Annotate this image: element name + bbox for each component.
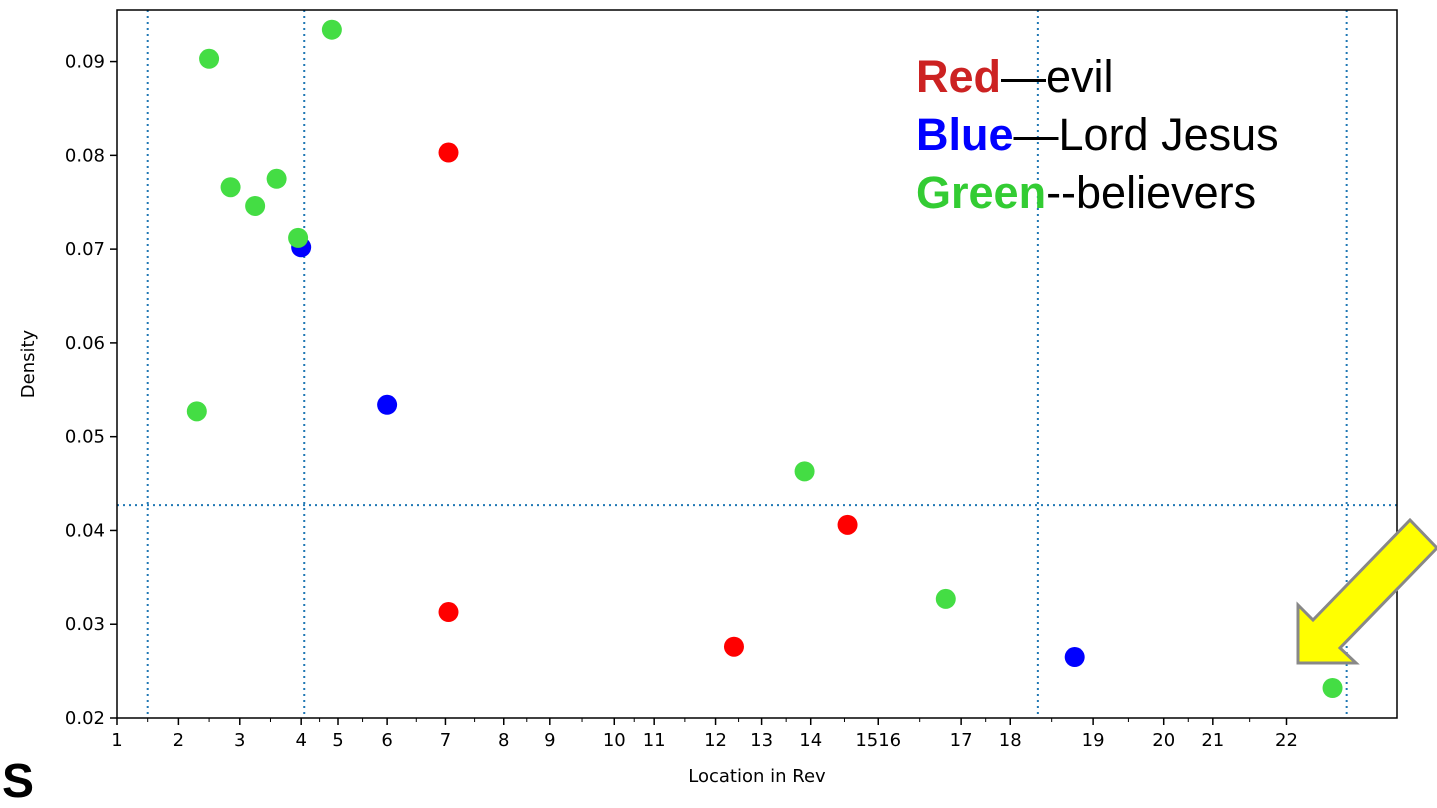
y-tick-label: 0.09 bbox=[65, 52, 105, 73]
x-tick-label: 1 bbox=[111, 730, 122, 751]
x-axis-label: Location in Rev bbox=[688, 766, 826, 787]
data-point-lord-jesus bbox=[377, 394, 398, 415]
y-tick-label: 0.05 bbox=[65, 427, 105, 448]
legend-word-green: Green bbox=[916, 167, 1047, 218]
y-axis-label: Density bbox=[18, 329, 39, 398]
plot-content bbox=[117, 10, 1397, 718]
x-tick-label: 4 bbox=[295, 730, 306, 751]
x-tick-label: 19 bbox=[1082, 730, 1105, 751]
data-point-evil bbox=[438, 602, 459, 623]
highlight-arrow bbox=[1296, 517, 1437, 665]
x-tick-label: 10 bbox=[603, 730, 626, 751]
data-point-evil bbox=[837, 514, 858, 535]
x-tick-label: 2 bbox=[173, 730, 184, 751]
x-tick-label: 9 bbox=[544, 730, 555, 751]
x-tick-label: 12 bbox=[704, 730, 727, 751]
y-tick-label: 0.02 bbox=[65, 708, 105, 729]
y-tick-label: 0.06 bbox=[65, 333, 105, 354]
data-point-believers bbox=[288, 227, 309, 248]
x-tick-label: 11 bbox=[643, 730, 666, 751]
legend-text-blue: —Lord Jesus bbox=[1013, 109, 1279, 160]
x-tick-label: 17 bbox=[950, 730, 973, 751]
data-point-believers bbox=[321, 19, 342, 40]
x-tick-label: 8 bbox=[498, 730, 509, 751]
data-point-believers bbox=[794, 461, 815, 482]
data-point-believers bbox=[1322, 677, 1343, 698]
x-tick-label: 1516 bbox=[855, 730, 901, 751]
y-tick-label: 0.04 bbox=[65, 520, 105, 541]
data-point-believers bbox=[245, 195, 266, 216]
x-tick-label: 22 bbox=[1275, 730, 1298, 751]
data-point-evil bbox=[438, 142, 459, 163]
scatter-chart: 1 2 3 4 5 6 7 8 9 10 11 12 13 14 1516 17 18 19 20 21 22 0.02… bbox=[18, 9, 1437, 787]
y-tick-label: 0.07 bbox=[65, 239, 105, 260]
legend-row-blue: Blue—Lord Jesus bbox=[916, 106, 1279, 164]
legend-row-green: Green--believers bbox=[916, 164, 1279, 222]
data-point-evil bbox=[723, 636, 744, 657]
data-point-believers bbox=[186, 401, 207, 422]
data-point-believers bbox=[199, 48, 220, 69]
x-tick-label: 5 bbox=[332, 730, 343, 751]
legend-word-blue: Blue bbox=[916, 109, 1014, 160]
x-tick-label: 20 bbox=[1152, 730, 1175, 751]
x-tick-label: 7 bbox=[440, 730, 451, 751]
x-tick-label: 13 bbox=[750, 730, 773, 751]
data-point-believers bbox=[935, 588, 956, 609]
data-point-believers bbox=[220, 177, 241, 198]
plot-frame bbox=[116, 9, 1398, 719]
x-tick-label: 3 bbox=[234, 730, 245, 751]
x-tick-label: 18 bbox=[999, 730, 1022, 751]
legend-text-green: --believers bbox=[1046, 167, 1257, 218]
y-tick-label: 0.08 bbox=[65, 145, 105, 166]
color-legend: Red—evil Blue—Lord Jesus Green--believer… bbox=[916, 48, 1279, 222]
legend-word-red: Red bbox=[916, 51, 1002, 102]
x-axis-ticks: 1 2 3 4 5 6 7 8 9 10 11 12 13 14 1516 17 18 19 20 21 22 bbox=[111, 718, 1298, 751]
x-tick-label: 14 bbox=[799, 730, 822, 751]
y-tick-label: 0.03 bbox=[65, 614, 105, 635]
legend-row-red: Red—evil bbox=[916, 48, 1279, 106]
y-axis-ticks: 0.02 0.03 0.04 0.05 0.06 0.07 0.08 0.09 bbox=[65, 52, 117, 729]
cropped-corner-text: S bbox=[2, 755, 35, 808]
data-point-believers bbox=[266, 168, 287, 189]
legend-text-red: —evil bbox=[1001, 51, 1114, 102]
data-point-lord-jesus bbox=[1064, 647, 1085, 668]
x-tick-label: 21 bbox=[1201, 730, 1224, 751]
x-tick-label: 6 bbox=[381, 730, 392, 751]
